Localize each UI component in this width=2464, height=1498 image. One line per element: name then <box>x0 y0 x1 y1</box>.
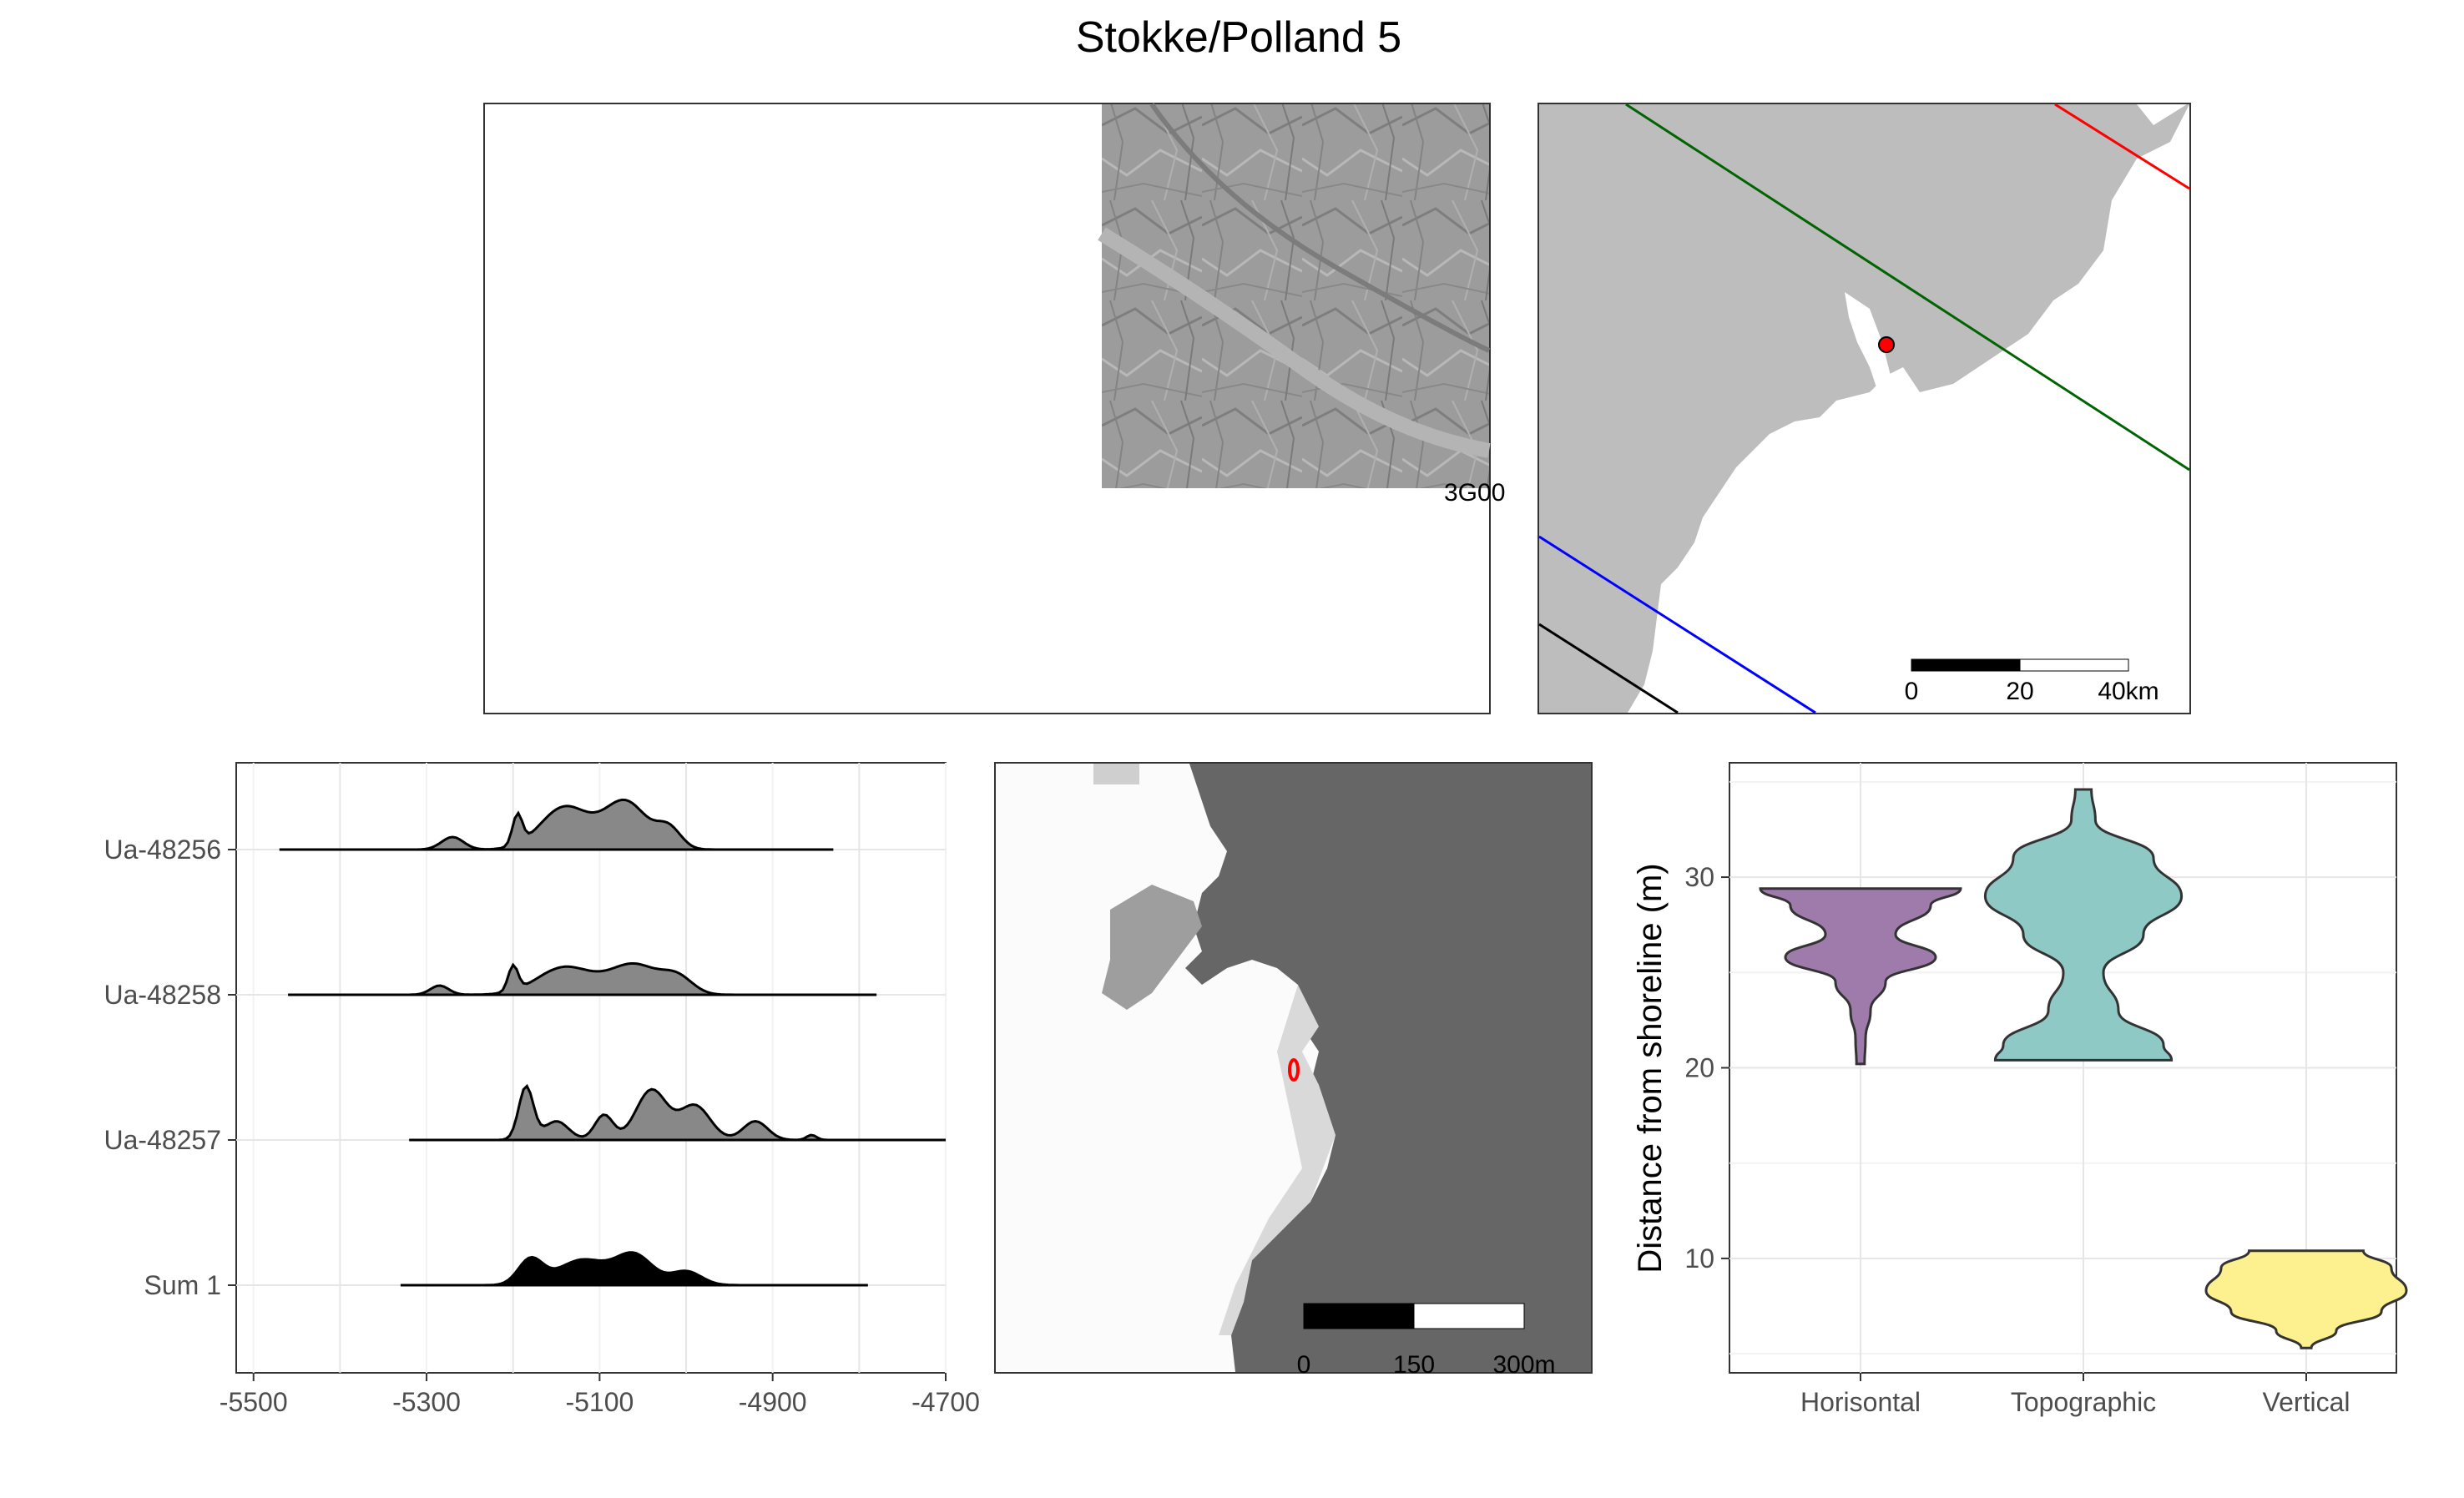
shallow-water-small <box>1093 764 1139 784</box>
density-x-label: -4700 <box>911 1387 980 1417</box>
site-scale-label-2: 300m <box>1492 1351 1555 1379</box>
density-y-label: Ua-48256 <box>104 835 221 865</box>
violin-shapes <box>1759 788 2408 1349</box>
site-outline <box>1288 1058 1300 1082</box>
density-y-label: Sum 1 <box>144 1270 221 1300</box>
density-x-ticks: -5500 -5300 -5100 -4900 -4700 <box>220 1373 980 1417</box>
density-ridge-fill <box>400 1252 868 1285</box>
violin-topographic <box>1983 788 2184 1062</box>
violin-y-label: 10 <box>1684 1243 1714 1274</box>
violin-x-ticks: Horisontal Topographic Vertical <box>1800 1373 2350 1417</box>
violin-x-label: Vertical <box>2263 1387 2350 1417</box>
black-isobase-line <box>1538 623 1679 714</box>
density-x-label: -5300 <box>392 1387 461 1417</box>
violin-x-label: Horisontal <box>1800 1387 1921 1417</box>
shore-gradient <box>1219 985 1336 1335</box>
violin-y-axis-title: Distance from shoreline (m) <box>1632 863 1669 1273</box>
land-polygon <box>1539 104 2189 713</box>
overview-map-panel: 0 20 40km <box>1537 103 2191 714</box>
site-map-panel: 0 150 300m <box>994 762 1593 1379</box>
blue-isobase-line <box>1538 535 1816 714</box>
overview-scale-label-2: 40km <box>2098 678 2159 705</box>
site-location-marker <box>1878 336 1895 353</box>
hillshade-map-panel: 3G00 <box>483 103 1505 714</box>
violin-y-label: 30 <box>1684 862 1714 892</box>
hillshade-raster <box>1102 104 1489 488</box>
density-y-label: Ua-48257 <box>104 1125 221 1155</box>
violin-y-label: 20 <box>1684 1053 1714 1083</box>
density-x-label: -5500 <box>220 1387 288 1417</box>
density-x-label: -4900 <box>739 1387 807 1417</box>
density-x-label: -5100 <box>565 1387 634 1417</box>
site-scale-bar: 0 150 300m <box>1297 1303 1556 1379</box>
hillshade-valley <box>1098 227 1491 458</box>
green-isobase-line <box>1625 103 2190 472</box>
site-scale-label-1: 150 <box>1393 1351 1435 1379</box>
violin-horisontal <box>1759 887 1962 1066</box>
site-scale-label-0: 0 <box>1297 1351 1311 1379</box>
density-y-labels: Ua-48256 Ua-48258 Ua-48257 Sum 1 <box>104 835 236 1300</box>
violin-x-label: Topographic <box>2011 1387 2156 1417</box>
hillshade-corner-label: 3G00 <box>1444 479 1505 507</box>
overview-scale-bar: 0 20 40km <box>1905 658 2159 705</box>
density-chart-panel: Ua-48256 Ua-48258 Ua-48257 Sum 1 -5500 -5300… <box>104 762 980 1417</box>
hillshade-ridge <box>1149 103 1491 353</box>
density-ridge-fill <box>279 799 834 850</box>
shallow-water <box>1102 885 1202 1010</box>
overview-scale-label-0: 0 <box>1905 678 1919 705</box>
overview-scale-label-1: 20 <box>2006 678 2033 705</box>
violin-vertical <box>2204 1249 2408 1349</box>
density-y-label: Ua-48258 <box>104 980 221 1010</box>
violin-chart-panel: 10 20 30 Horisontal Topographic Vertical Dis… <box>1632 762 2408 1417</box>
violin-y-ticks: 10 20 30 <box>1684 862 1729 1274</box>
inlet <box>1845 292 1891 392</box>
sea-area <box>1185 764 1591 1372</box>
red-isobase-line <box>2054 103 2190 190</box>
density-ridges <box>279 798 946 1287</box>
figure-title: Stokke/Polland 5 <box>1076 13 1401 62</box>
